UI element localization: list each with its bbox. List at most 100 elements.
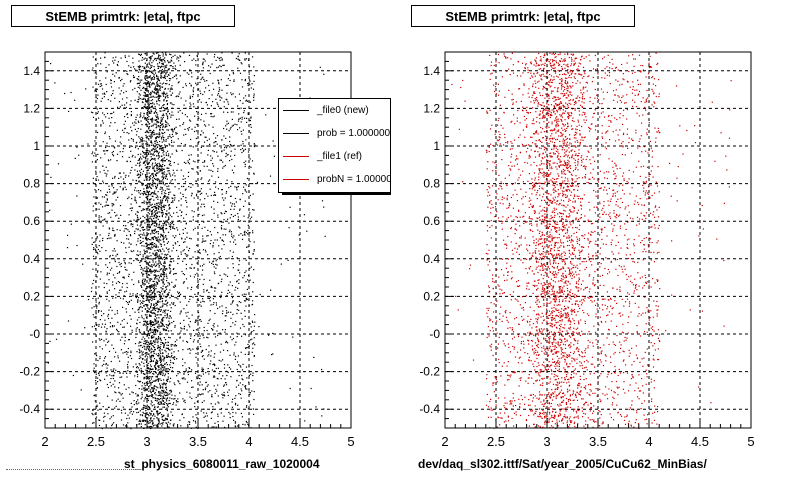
scatter-point xyxy=(158,308,160,310)
scatter-point xyxy=(156,165,158,167)
scatter-point xyxy=(176,169,178,171)
scatter-point xyxy=(135,370,137,372)
scatter-point xyxy=(160,275,162,278)
scatter-point xyxy=(93,367,95,369)
scatter-point xyxy=(142,373,145,375)
scatter-point xyxy=(151,296,153,298)
scatter-point xyxy=(174,194,176,197)
scatter-point xyxy=(112,60,114,62)
scatter-point xyxy=(164,329,166,332)
scatter-point xyxy=(151,120,153,122)
scatter-point xyxy=(152,324,154,326)
scatter-point xyxy=(152,351,154,353)
scatter-point xyxy=(150,306,152,308)
scatter-point xyxy=(140,54,142,57)
scatter-point xyxy=(150,92,152,94)
scatter-point xyxy=(149,268,151,270)
scatter-point xyxy=(142,270,144,272)
scatter-point xyxy=(147,364,149,366)
scatter-point xyxy=(144,131,146,133)
scatter-point xyxy=(149,130,151,132)
scatter-point xyxy=(192,219,194,221)
scatter-point xyxy=(172,67,174,69)
scatter-point xyxy=(152,342,154,344)
scatter-point xyxy=(167,347,169,349)
scatter-point xyxy=(165,139,167,141)
scatter-point xyxy=(155,209,157,212)
scatter-point xyxy=(144,94,147,96)
scatter-point xyxy=(161,168,163,170)
scatter-point xyxy=(248,73,250,75)
scatter-point xyxy=(202,67,204,69)
scatter-point xyxy=(149,291,151,293)
scatter-point xyxy=(139,260,141,262)
scatter-point xyxy=(114,277,116,279)
scatter-point xyxy=(165,52,167,54)
scatter-point xyxy=(146,235,148,237)
scatter-point xyxy=(160,243,162,246)
scatter-point xyxy=(146,356,149,358)
scatter-point xyxy=(143,249,145,251)
scatter-point xyxy=(162,391,164,393)
scatter-point xyxy=(112,250,114,252)
scatter-point xyxy=(136,418,138,421)
scatter-point xyxy=(144,420,146,422)
scatter-point xyxy=(141,295,143,297)
scatter-point xyxy=(47,362,49,364)
scatter-point xyxy=(162,342,164,344)
scatter-point xyxy=(230,92,232,94)
scatter-point xyxy=(135,296,137,299)
scatter-point xyxy=(187,175,189,178)
scatter-point xyxy=(137,86,139,88)
scatter-point xyxy=(227,289,229,291)
scatter-point xyxy=(138,165,141,167)
scatter-point xyxy=(149,270,151,272)
scatter-point xyxy=(147,224,149,226)
scatter-point xyxy=(172,344,174,346)
scatter-point xyxy=(219,99,221,101)
scatter-point xyxy=(289,387,291,390)
scatter-point xyxy=(143,67,145,69)
scatter-point xyxy=(137,162,139,164)
scatter-point xyxy=(152,397,154,399)
scatter-point xyxy=(170,356,172,358)
scatter-point xyxy=(95,301,97,303)
scatter-point xyxy=(150,297,152,299)
scatter-point xyxy=(147,100,149,102)
scatter-point xyxy=(159,170,161,172)
scatter-point xyxy=(245,388,247,390)
scatter-point xyxy=(142,184,144,186)
scatter-point xyxy=(163,206,165,208)
scatter-point xyxy=(167,110,169,112)
scatter-point xyxy=(123,225,125,227)
scatter-point xyxy=(160,119,162,121)
scatter-point xyxy=(94,90,96,92)
scatter-point xyxy=(196,55,198,58)
scatter-point xyxy=(245,184,247,186)
scatter-point xyxy=(141,192,143,194)
scatter-point xyxy=(149,71,151,73)
scatter-point xyxy=(164,144,166,146)
scatter-point xyxy=(147,191,150,193)
scatter-point xyxy=(253,80,255,82)
scatter-point xyxy=(189,97,191,99)
scatter-point xyxy=(222,397,224,399)
scatter-point xyxy=(168,217,170,219)
scatter-point xyxy=(163,403,165,405)
scatter-point xyxy=(147,345,149,347)
scatter-point xyxy=(103,412,105,414)
scatter-point xyxy=(208,89,210,92)
scatter-point xyxy=(147,94,149,96)
scatter-point xyxy=(135,244,138,246)
scatter-point xyxy=(147,195,149,197)
scatter-point xyxy=(191,128,193,130)
scatter-point xyxy=(167,294,169,296)
scatter-point xyxy=(248,374,250,376)
scatter-point xyxy=(93,247,95,249)
scatter-point xyxy=(156,103,158,105)
scatter-point xyxy=(168,336,170,338)
scatter-point xyxy=(152,253,154,255)
scatter-point xyxy=(136,254,138,256)
scatter-point xyxy=(135,116,137,118)
scatter-point xyxy=(151,426,153,428)
